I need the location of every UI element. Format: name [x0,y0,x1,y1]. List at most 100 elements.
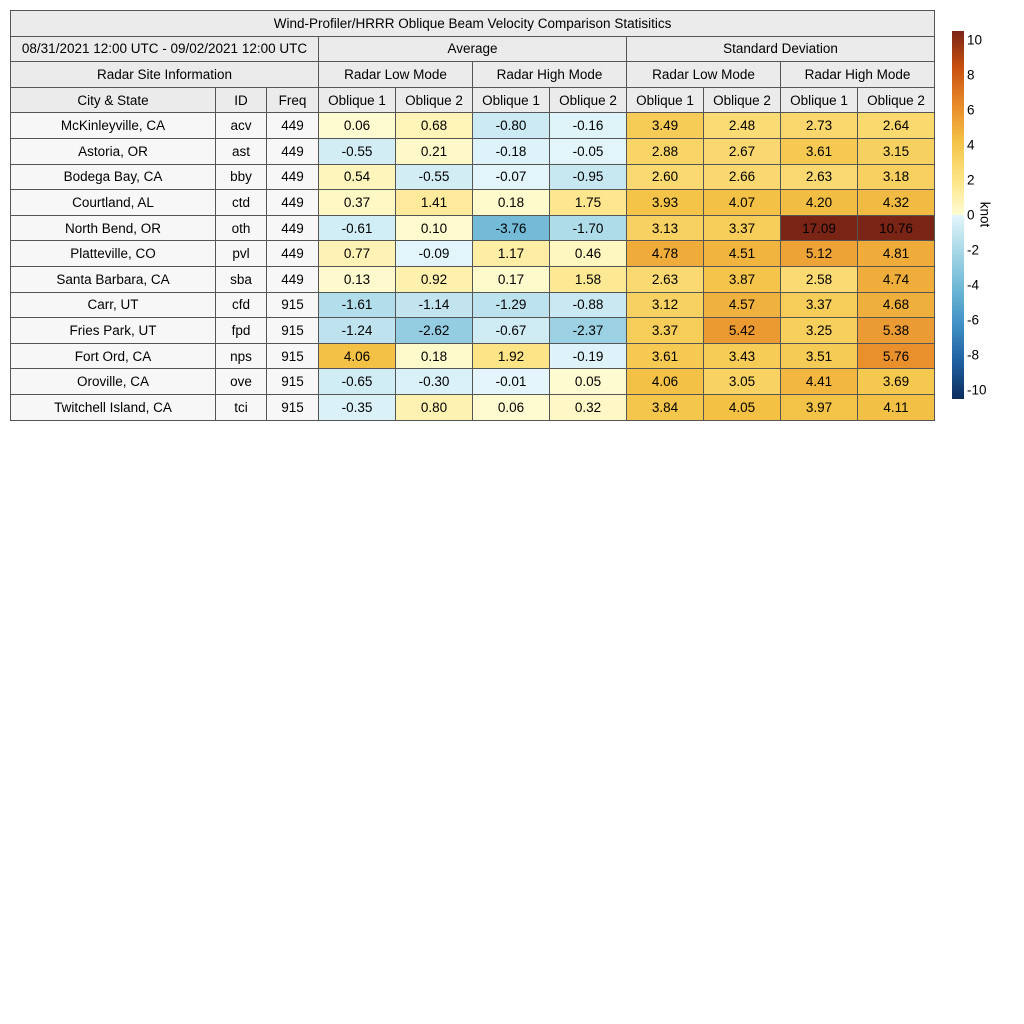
value-cell: 4.06 [318,342,396,370]
value-cell: 0.80 [395,393,473,421]
group-std: Standard Deviation [625,35,936,63]
site-city: Courtland, AL [10,189,216,216]
site-id: cfd [215,291,267,319]
site-freq: 449 [266,214,319,242]
period: 08/31/2021 12:00 UTC - 09/02/2021 12:00 … [10,35,319,63]
table-title: Wind-Profiler/HRRR Oblique Beam Velocity… [9,10,936,37]
value-cell: -3.76 [472,214,550,242]
value-cell: 5.42 [703,317,781,344]
site-city: Bodega Bay, CA [10,163,216,191]
site-freq: 449 [266,163,319,191]
site-freq: 449 [266,137,319,165]
column-header: Oblique 1 [780,86,858,114]
value-cell: 4.81 [856,240,936,267]
site-freq: 449 [266,189,319,216]
site-freq: 449 [266,240,319,267]
value-cell: 2.63 [626,265,704,293]
group-average: Average [318,35,627,63]
value-cell: 0.77 [318,240,396,267]
colorbar-label: knot [977,201,993,228]
mode-header: Radar High Mode [472,61,627,88]
table-row: Astoria, OR ast 449 -0.55 0.21 -0.18 -0.05 2.88… [10,137,936,165]
value-cell: -0.65 [318,368,396,395]
table-row: Platteville, CO pvl 449 0.77 -0.09 1.17 0.46 4.… [10,240,936,267]
table-row: Santa Barbara, CA sba 449 0.13 0.92 0.17 1.58 2… [10,265,936,293]
mode-header: Radar Low Mode [318,61,473,88]
colorbar-tick: -8 [967,347,980,363]
value-cell: -0.30 [395,368,473,395]
value-cell: 10.76 [856,214,936,242]
site-city: North Bend, OR [10,214,216,242]
value-cell: 2.73 [780,112,858,139]
value-cell: 1.58 [549,265,627,293]
value-cell: 3.84 [626,393,704,421]
value-cell: 17.09 [780,214,858,242]
site-id: ctd [215,189,267,216]
value-cell: -0.01 [472,368,550,395]
value-cell: 4.11 [856,393,936,421]
site-id: pvl [215,240,267,267]
table-row: North Bend, OR oth 449 -0.61 0.10 -3.76 -1.70 3… [10,214,936,242]
table-row: Twitchell Island, CA tci 915 -0.35 0.80 0.06 0… [10,393,936,421]
colorbar-tick: 2 [967,172,975,188]
value-cell: 3.97 [780,393,858,421]
value-cell: 3.69 [856,368,936,395]
value-cell: 1.92 [472,342,550,370]
column-header: Oblique 2 [549,86,627,114]
colorbar-tick: -2 [967,242,980,258]
value-cell: 0.17 [472,265,550,293]
value-cell: 4.78 [626,240,704,267]
column-header: Oblique 2 [703,86,781,114]
value-cell: 0.32 [549,393,627,421]
value-cell: 1.17 [472,240,550,267]
table-row: McKinleyville, CA acv 449 0.06 0.68 -0.80 -0.1… [10,112,936,139]
column-header: Oblique 1 [626,86,704,114]
site-freq: 915 [266,317,319,344]
site-freq: 915 [266,368,319,395]
value-cell: 3.13 [626,214,704,242]
value-cell: 4.32 [856,189,936,216]
value-cell: -0.18 [472,137,550,165]
value-cell: -2.37 [549,317,627,344]
value-cell: 3.93 [626,189,704,216]
value-cell: -0.16 [549,112,627,139]
site-id: sba [215,265,267,293]
column-header: Oblique 2 [395,86,473,114]
value-cell: 2.58 [780,265,858,293]
comparison-table: Wind-Profiler/HRRR Oblique Beam Velocity… [9,10,936,421]
value-cell: 1.41 [395,189,473,216]
value-cell: 4.05 [703,393,781,421]
colorbar-tick: 0 [967,207,975,223]
value-cell: -0.07 [472,163,550,191]
site-freq: 915 [266,393,319,421]
value-cell: 4.41 [780,368,858,395]
value-cell: 5.76 [856,342,936,370]
site-city: Carr, UT [10,291,216,319]
site-freq: 915 [266,342,319,370]
column-header: Oblique 1 [318,86,396,114]
site-id: oth [215,214,267,242]
value-cell: -1.29 [472,291,550,319]
colorbar [952,31,964,399]
table-row: Bodega Bay, CA bby 449 0.54 -0.55 -0.07 -0.95 2… [10,163,936,191]
value-cell: -2.62 [395,317,473,344]
value-cell: -0.80 [472,112,550,139]
value-cell: 3.43 [703,342,781,370]
site-freq: 449 [266,112,319,139]
value-cell: 4.07 [703,189,781,216]
value-cell: 2.88 [626,137,704,165]
colorbar-tick: -4 [967,277,980,293]
value-cell: 3.25 [780,317,858,344]
value-cell: 0.21 [395,137,473,165]
table-row: Carr, UT cfd 915 -1.61 -1.14 -1.29 -0.88 3.12 4.… [10,291,936,319]
mode-header: Radar High Mode [779,61,936,88]
colorbar-tick: -6 [967,312,980,328]
value-cell: 0.46 [549,240,627,267]
site-id: bby [215,163,267,191]
value-cell: 3.37 [703,214,781,242]
value-cell: 3.37 [626,317,704,344]
site-freq: 915 [266,291,319,319]
value-cell: 3.18 [856,163,936,191]
table-row: Fort Ord, CA nps 915 4.06 0.18 1.92 -0.19 3.61 3… [10,342,936,370]
value-cell: 5.12 [780,240,858,267]
